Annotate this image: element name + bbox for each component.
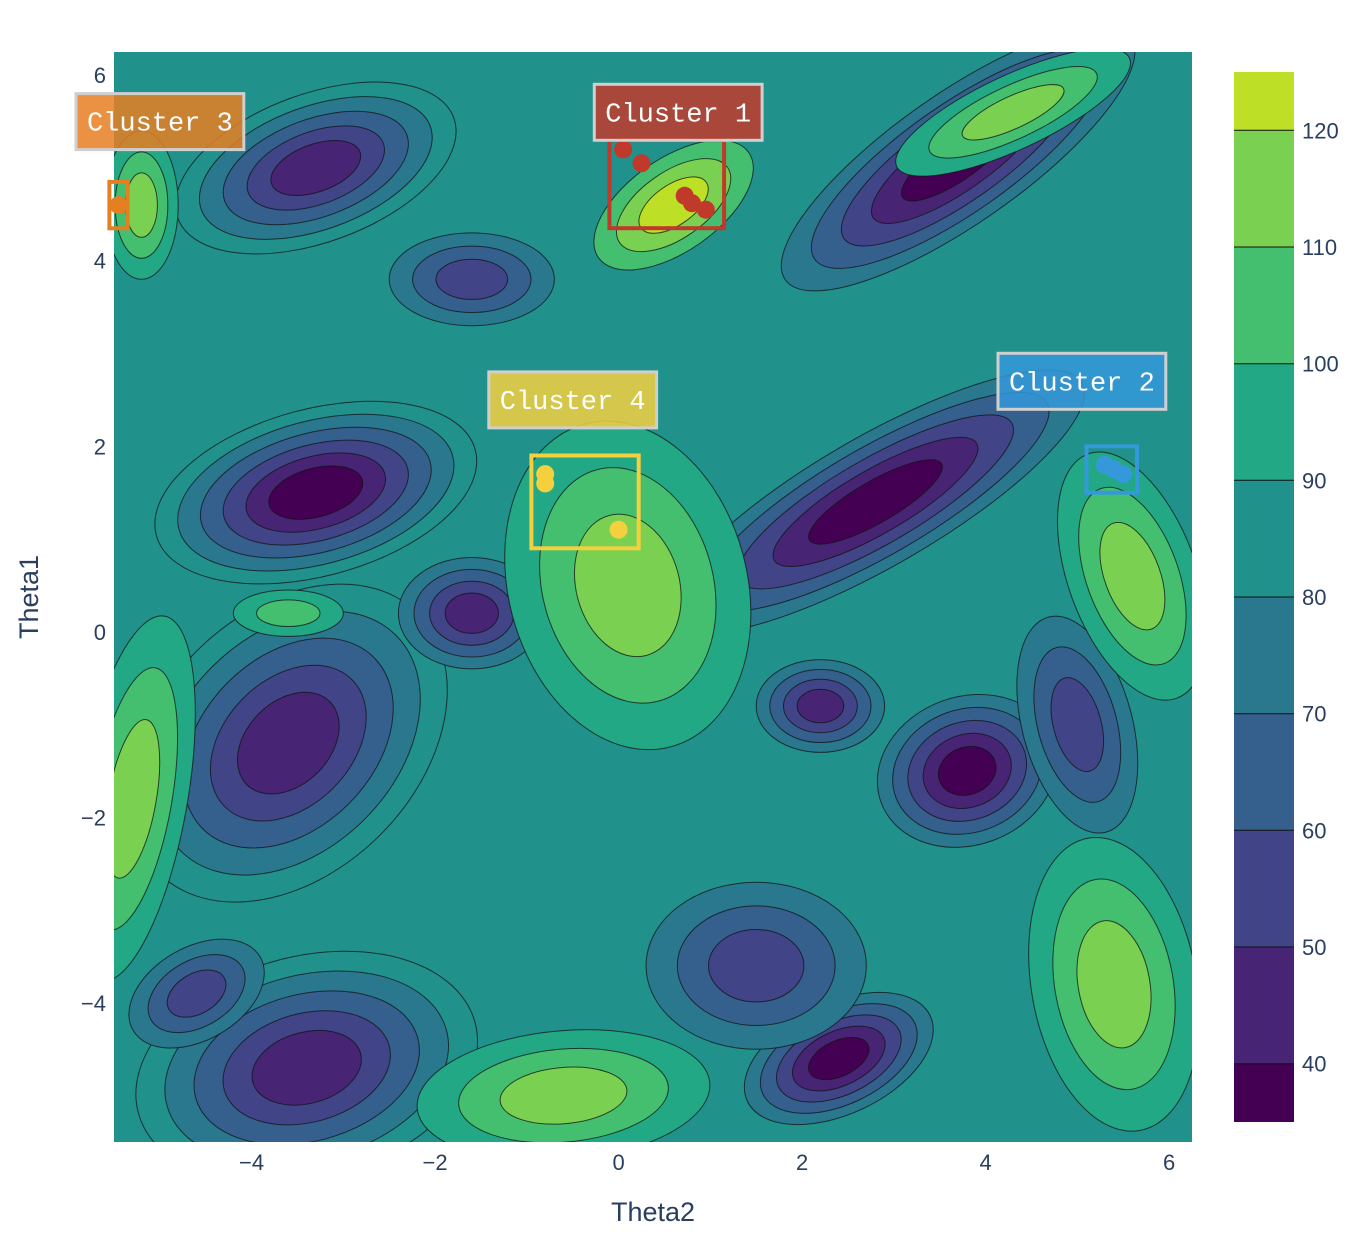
y-tick-label: 4 <box>94 249 106 274</box>
y-tick-label: −4 <box>81 991 106 1016</box>
colorbar-band <box>1234 247 1294 364</box>
cluster-label-text: Cluster 3 <box>87 110 233 140</box>
x-tick-label: −2 <box>423 1150 448 1175</box>
cluster-box <box>529 453 641 551</box>
colorbar-tick-label: 70 <box>1302 702 1326 727</box>
contour-band <box>435 258 509 300</box>
contour-band <box>114 719 161 879</box>
cluster-label: Cluster 4 <box>487 370 659 430</box>
x-tick-label: 2 <box>796 1150 808 1175</box>
cluster-point[interactable] <box>614 140 633 159</box>
contour-band <box>808 1036 870 1081</box>
y-tick-label: 6 <box>94 63 106 88</box>
y-tick-label: 0 <box>94 620 106 645</box>
contour-band <box>251 1030 362 1106</box>
cluster-4: Cluster 4 <box>487 370 659 551</box>
cluster-point[interactable] <box>696 200 715 219</box>
colorbar-band <box>1234 480 1294 597</box>
cluster-point[interactable] <box>632 154 651 173</box>
colorbar-tick-label: 50 <box>1302 935 1326 960</box>
colorbar-band <box>1234 363 1294 481</box>
cluster-point[interactable] <box>1114 465 1133 484</box>
x-tick-label: 4 <box>979 1150 991 1175</box>
cluster-label-text: Cluster 4 <box>500 388 646 418</box>
contour-band <box>1050 677 1105 773</box>
y-tick-label: 2 <box>94 434 106 459</box>
y-tick-label: −2 <box>81 805 106 830</box>
contour-band <box>1099 521 1166 631</box>
cluster-1: Cluster 1 <box>592 82 764 231</box>
contour-band <box>270 140 362 196</box>
colorbar-tick-label: 100 <box>1302 352 1339 377</box>
x-tick-label: 0 <box>612 1150 624 1175</box>
x-tick-label: 6 <box>1163 1150 1175 1175</box>
contour-band <box>166 969 227 1018</box>
x-tick-label: −4 <box>239 1150 264 1175</box>
contour-band <box>796 688 845 724</box>
colorbar-band <box>1234 713 1294 831</box>
contour-band <box>256 599 321 628</box>
x-axis: −4 −2 0 2 4 6 <box>239 1150 1175 1175</box>
cluster-label: Cluster 2 <box>996 351 1168 411</box>
cluster-label: Cluster 3 <box>74 92 246 152</box>
cluster-3: Cluster 3 <box>74 92 246 231</box>
cluster-point[interactable] <box>609 520 628 539</box>
colorbar: 40 50 60 70 80 90 100 110 120 <box>1234 72 1339 1122</box>
contour-band <box>268 465 364 520</box>
colorbar-band <box>1234 72 1294 131</box>
colorbar-tick-label: 110 <box>1302 235 1337 260</box>
colorbar-band <box>1234 597 1294 714</box>
y-axis-title: Theta1 <box>14 555 44 639</box>
contour-band <box>961 84 1065 141</box>
contour-band <box>125 172 158 238</box>
plot-area <box>114 52 1192 1142</box>
colorbar-tick-label: 60 <box>1302 818 1326 843</box>
cluster-layer: Cluster 1 Cluster 2 Cluster 3 Cluster 4 <box>74 82 1168 551</box>
contour-band <box>499 1066 628 1125</box>
cluster-label: Cluster 1 <box>592 82 764 142</box>
cluster-point[interactable] <box>536 474 555 493</box>
colorbar-band <box>1234 947 1294 1064</box>
colorbar-tick-label: 40 <box>1302 1052 1326 1077</box>
cluster-box <box>1084 444 1139 495</box>
colorbar-band <box>1234 1063 1294 1122</box>
cluster-point[interactable] <box>109 196 128 215</box>
cluster-label-text: Cluster 2 <box>1009 369 1155 399</box>
contour-band <box>808 459 943 545</box>
cluster-point[interactable] <box>683 194 701 213</box>
colorbar-band <box>1234 130 1294 247</box>
cluster-box <box>107 179 130 231</box>
cluster-label-text: Cluster 1 <box>605 100 751 130</box>
contour-band <box>1076 920 1152 1049</box>
colorbar-band <box>1234 830 1294 947</box>
colorbar-tick-label: 120 <box>1302 118 1339 143</box>
contour-band <box>708 929 805 1003</box>
contour-band <box>444 592 499 634</box>
colorbar-tick-label: 80 <box>1302 585 1326 610</box>
y-axis: −4 −2 0 2 4 6 <box>81 63 106 1016</box>
cluster-2: Cluster 2 <box>996 351 1168 495</box>
colorbar-tick-label: 90 <box>1302 468 1326 493</box>
contour-band <box>937 745 997 796</box>
contour-band <box>236 691 340 795</box>
x-axis-title: Theta2 <box>611 1197 695 1227</box>
contour-layers <box>114 52 1192 1142</box>
